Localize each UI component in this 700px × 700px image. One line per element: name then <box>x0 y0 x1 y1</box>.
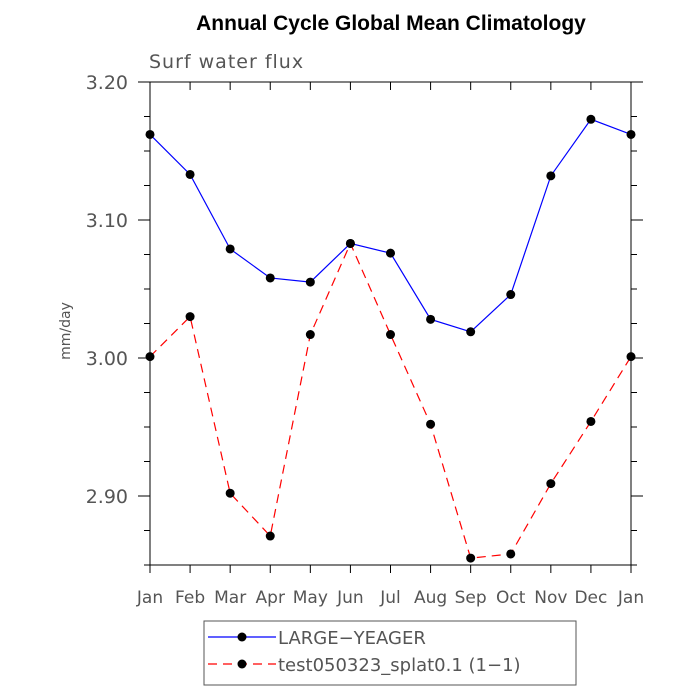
legend-marker-2 <box>237 659 247 669</box>
axis-ticks <box>138 81 643 573</box>
legend-marker-1 <box>237 632 247 642</box>
series-group <box>145 114 636 563</box>
x-tick-label: Jan <box>617 588 644 608</box>
y-tick-label: 3.10 <box>86 210 128 232</box>
data-point <box>626 129 636 139</box>
data-point <box>225 488 235 498</box>
data-point <box>345 238 355 248</box>
data-point <box>546 479 556 489</box>
data-point <box>265 531 275 541</box>
legend: LARGE−YEAGER test050323_splat0.1 (1−1) <box>203 620 577 686</box>
data-point <box>145 129 155 139</box>
legend-label-2: test050323_splat0.1 (1−1) <box>278 655 521 676</box>
x-tick-label: Sep <box>455 588 487 608</box>
series-line-1 <box>149 118 632 333</box>
x-tick-label: May <box>293 588 328 608</box>
data-point <box>225 244 235 254</box>
y-axis-label: mm/day <box>58 302 74 360</box>
legend-label-1: LARGE−YEAGER <box>278 628 426 649</box>
data-point <box>185 169 195 179</box>
data-point <box>145 352 155 362</box>
y-tick-labels: 2.90 3.00 3.10 3.20 <box>86 72 128 508</box>
x-tick-labels: Jan Feb Mar Apr May Jun Jul Aug Sep Oct Nov Dec Jan <box>136 588 644 608</box>
x-tick-label: Mar <box>214 588 246 608</box>
y-tick-label: 3.20 <box>86 72 128 94</box>
data-point <box>586 114 596 124</box>
data-point <box>506 290 516 300</box>
x-tick-label: Jan <box>136 588 163 608</box>
x-tick-label: Jul <box>379 588 401 608</box>
y-tick-label: 3.00 <box>86 348 128 370</box>
chart-subtitle: Surf water flux <box>149 51 304 73</box>
data-point <box>185 312 195 322</box>
data-point <box>305 277 315 287</box>
x-tick-label: Dec <box>574 588 607 608</box>
data-point <box>386 330 395 340</box>
data-point <box>506 549 516 559</box>
data-point <box>426 419 436 429</box>
data-point <box>305 330 315 340</box>
x-tick-label: Apr <box>256 588 285 608</box>
x-tick-label: Feb <box>175 588 205 608</box>
data-point <box>466 327 476 337</box>
chart-title: Annual Cycle Global Mean Climatology <box>196 12 586 35</box>
x-tick-label: Oct <box>496 588 526 608</box>
data-point <box>265 273 275 283</box>
data-point <box>426 314 436 324</box>
x-tick-label: Aug <box>414 588 447 608</box>
data-point <box>546 171 556 181</box>
data-point <box>586 416 596 426</box>
data-point <box>466 553 476 563</box>
x-tick-label: Jun <box>336 588 364 608</box>
legend-box <box>203 620 577 686</box>
data-point <box>386 248 395 258</box>
plot-frame <box>149 81 632 566</box>
y-tick-label: 2.90 <box>86 486 128 508</box>
x-tick-label: Nov <box>534 588 567 608</box>
data-point <box>626 352 636 362</box>
series-line-2 <box>149 241 632 559</box>
